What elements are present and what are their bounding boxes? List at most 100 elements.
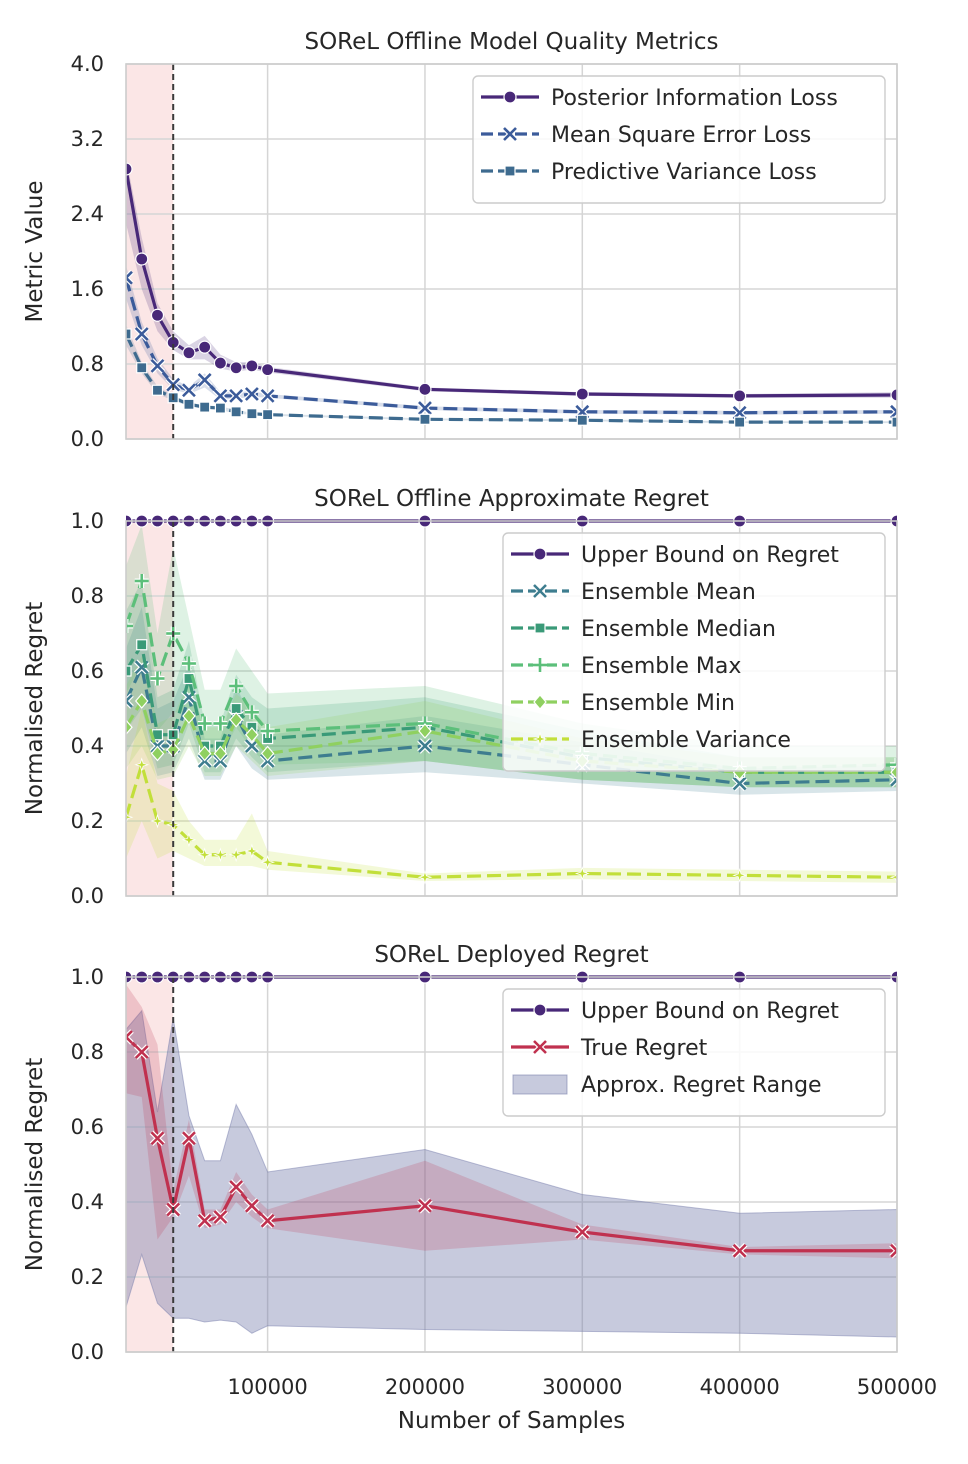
data-point xyxy=(229,361,243,375)
y-tick-label: 1.6 xyxy=(71,277,104,301)
data-point xyxy=(732,868,748,883)
plot-frame xyxy=(125,520,898,897)
legend-label: Ensemble Variance xyxy=(581,728,791,753)
legend: Upper Bound on Regret Ensemble Mean Ensemb… xyxy=(502,532,886,772)
data-point xyxy=(230,406,242,418)
data-point xyxy=(183,398,195,410)
data-point xyxy=(214,402,227,414)
data-point xyxy=(196,1212,213,1229)
data-point xyxy=(244,386,260,402)
y-tick-label: 3.2 xyxy=(71,127,104,151)
legend-marker xyxy=(533,547,547,561)
data-point xyxy=(212,1209,229,1225)
data-point xyxy=(229,711,243,728)
data-point xyxy=(136,639,148,651)
legend-label: Posterior Information Loss xyxy=(551,86,838,111)
data-point xyxy=(244,705,259,720)
data-point xyxy=(213,847,228,863)
data-point xyxy=(418,382,432,396)
y-tick-label: 0.6 xyxy=(71,659,104,683)
data-point xyxy=(733,389,747,403)
data-point xyxy=(731,1242,748,1259)
legend-label: Predictive Variance Loss xyxy=(551,160,817,185)
data-point xyxy=(126,328,132,340)
legend-item: Ensemble Mean xyxy=(511,580,756,605)
series-line-2 xyxy=(126,1035,897,1253)
plot-frame xyxy=(125,63,898,440)
legend-box xyxy=(502,988,886,1117)
warmup-region xyxy=(126,521,174,896)
data-point xyxy=(260,745,275,762)
data-point xyxy=(213,716,228,731)
legend-label: Ensemble Min xyxy=(581,691,735,716)
data-point xyxy=(574,866,590,881)
x-tick-label: 300000 xyxy=(542,1375,622,1399)
legend-label: Approx. Regret Range xyxy=(581,1073,822,1098)
data-point xyxy=(212,388,229,404)
legend-marker xyxy=(534,622,546,634)
legend-marker xyxy=(504,165,516,177)
panel-2: SOReL Offline Approximate Regret 0.0 0.2 0.… xyxy=(22,486,898,908)
data-point xyxy=(891,416,897,428)
y-tick-label: 0.8 xyxy=(71,352,104,376)
legend-label: Upper Bound on Regret xyxy=(581,999,839,1024)
data-point xyxy=(246,408,258,420)
data-point xyxy=(262,409,274,421)
data-point xyxy=(126,269,134,286)
y-axis-label: Normalised Regret xyxy=(22,602,48,815)
data-point xyxy=(889,404,897,420)
data-point xyxy=(889,869,897,885)
data-point xyxy=(197,716,212,731)
legend-marker xyxy=(533,1003,547,1017)
data-point xyxy=(197,847,213,863)
data-point xyxy=(244,1197,260,1214)
legend-marker xyxy=(533,658,547,672)
data-point xyxy=(417,400,433,416)
data-point xyxy=(418,723,432,739)
data-point xyxy=(575,387,589,401)
legend-box xyxy=(472,75,886,204)
data-point xyxy=(182,346,196,360)
legend-label: Ensemble Median xyxy=(581,617,776,642)
legend-box xyxy=(502,532,886,772)
data-point xyxy=(198,340,212,354)
series-band-2 xyxy=(126,984,897,1259)
data-point xyxy=(213,745,228,762)
data-point xyxy=(126,719,133,736)
data-point xyxy=(889,1242,897,1259)
legend-label: Ensemble Mean xyxy=(581,580,756,605)
legend-label: Upper Bound on Regret xyxy=(581,543,839,568)
data-point xyxy=(134,574,149,588)
data-point xyxy=(244,843,260,859)
y-tick-label: 0.4 xyxy=(71,1190,104,1214)
legend-item: Upper Bound on Regret xyxy=(511,543,839,568)
data-point xyxy=(134,693,149,709)
plot-content xyxy=(126,157,897,428)
legend-label: True Regret xyxy=(580,1036,708,1061)
data-point xyxy=(149,358,166,374)
y-axis-label: Metric Value xyxy=(22,181,48,323)
data-point xyxy=(229,679,244,693)
approx-regret-range-band xyxy=(126,1009,897,1338)
legend-marker xyxy=(532,731,548,747)
legend-item: Ensemble Max xyxy=(511,654,741,679)
y-tick-label: 2.4 xyxy=(71,202,104,226)
data-point xyxy=(150,671,165,686)
y-tick-label: 0.2 xyxy=(71,809,104,833)
legend-patch xyxy=(512,1074,568,1095)
legend-marker xyxy=(532,583,548,599)
legend-item: Approx. Regret Range xyxy=(512,1073,822,1098)
y-tick-label: 1.0 xyxy=(71,965,104,989)
legend: Posterior Information Loss Mean Square Er… xyxy=(472,75,886,204)
y-tick-label: 0.6 xyxy=(71,1115,104,1139)
data-point xyxy=(261,363,275,377)
data-point xyxy=(196,372,213,388)
y-tick-label: 0.2 xyxy=(71,1265,104,1289)
y-tick-label: 1.0 xyxy=(71,509,104,533)
data-point xyxy=(126,619,133,633)
panel-title: SOReL Offline Model Quality Metrics xyxy=(304,29,718,55)
data-point xyxy=(126,809,134,825)
data-point xyxy=(576,414,588,426)
data-point xyxy=(417,1197,433,1214)
data-point xyxy=(245,359,259,373)
